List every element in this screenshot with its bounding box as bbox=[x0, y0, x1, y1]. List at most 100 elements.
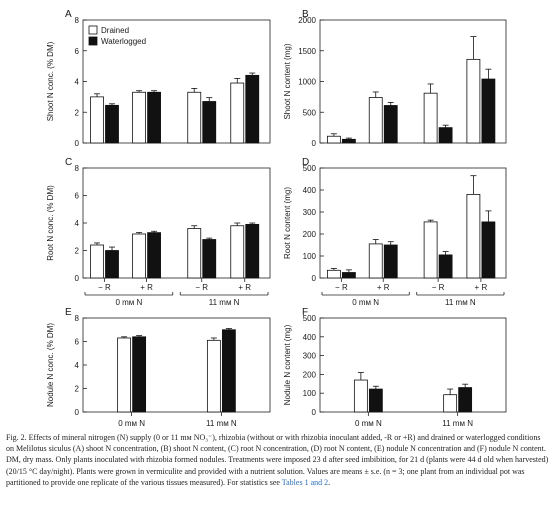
legend-swatch-drained bbox=[88, 25, 98, 35]
panel-f: 0 100 200 300 400 500 Nodule N content (mg) F bbox=[283, 307, 507, 417]
y-tick-label: 300 bbox=[303, 208, 317, 217]
n-supply-label: 0 mм N bbox=[352, 298, 379, 307]
bar-waterlogged bbox=[481, 221, 496, 279]
y-tick-label: 500 bbox=[303, 108, 317, 117]
y-tick-label: 100 bbox=[303, 389, 317, 398]
bar-drained bbox=[353, 379, 368, 413]
y-tick-label: 4 bbox=[75, 219, 80, 228]
y-tick-label: 8 bbox=[75, 314, 80, 323]
y-tick-label: 2 bbox=[75, 385, 80, 394]
y-tick-label: 2 bbox=[75, 247, 80, 256]
y-axis-label: Nodule N conc. (% DM) bbox=[46, 323, 55, 407]
bar-waterlogged bbox=[383, 244, 398, 279]
y-axis-label: Root N content (mg) bbox=[283, 187, 292, 259]
y-tick-label: 6 bbox=[75, 47, 80, 56]
y-tick-label: 0 bbox=[312, 274, 317, 283]
legend-swatch-waterlogged bbox=[88, 36, 98, 46]
treatment-label: + R bbox=[238, 283, 251, 292]
category-axis-f: 0 mм N 11 mм N bbox=[355, 412, 473, 428]
panel-letter: E bbox=[65, 307, 72, 318]
figure-caption: Fig. 2. Effects of mineral nitrogen (N) … bbox=[6, 432, 550, 488]
caption-tables-link[interactable]: Tables 1 and 2 bbox=[281, 477, 329, 487]
treatment-label: + R bbox=[377, 283, 390, 292]
n-supply-label: 11 mм N bbox=[206, 419, 237, 428]
bar-waterlogged bbox=[105, 104, 119, 144]
y-tick-label: 500 bbox=[303, 314, 317, 323]
y-tick-label: 8 bbox=[75, 164, 80, 173]
y-tick-label: 2 bbox=[75, 108, 80, 117]
y-tick-label: 8 bbox=[75, 16, 80, 25]
bar-drained bbox=[423, 92, 438, 144]
y-tick-label: 6 bbox=[75, 192, 80, 201]
bar-waterlogged bbox=[245, 223, 260, 279]
y-tick-label: 0 bbox=[312, 139, 317, 148]
bar-drained bbox=[423, 221, 438, 279]
n-supply-label: 0 mм N bbox=[115, 298, 142, 307]
y-tick-label: 300 bbox=[303, 352, 317, 361]
n-supply-label: 11 mм N bbox=[209, 298, 240, 307]
bar-waterlogged bbox=[202, 101, 217, 144]
y-tick-label: 200 bbox=[303, 370, 317, 379]
bar-drained bbox=[368, 97, 383, 144]
bar-waterlogged bbox=[368, 388, 383, 413]
y-tick-label: 100 bbox=[303, 252, 317, 261]
bar-drained bbox=[466, 58, 481, 144]
bar-drained bbox=[230, 225, 245, 279]
y-tick-label: 2000 bbox=[298, 16, 316, 25]
bar-waterlogged bbox=[147, 91, 161, 144]
y-tick-label: 1000 bbox=[298, 78, 316, 87]
bar-drained bbox=[117, 337, 132, 413]
bar-waterlogged bbox=[105, 250, 119, 279]
bar-waterlogged bbox=[383, 105, 398, 144]
treatment-label: − R bbox=[335, 283, 348, 292]
n-supply-label: 11 mм N bbox=[445, 298, 476, 307]
bar-drained bbox=[230, 82, 245, 144]
category-axis-e: 0 mм N 11 mм N bbox=[118, 412, 237, 428]
bar-waterlogged bbox=[481, 78, 496, 144]
y-axis-label: Shoot N content (mg) bbox=[283, 43, 292, 119]
y-tick-label: 500 bbox=[303, 164, 317, 173]
treatment-label: + R bbox=[140, 283, 153, 292]
bar-drained bbox=[132, 91, 146, 144]
panel-letter: D bbox=[302, 157, 309, 168]
bar-drained bbox=[326, 135, 341, 144]
n-supply-label: 11 mм N bbox=[442, 419, 473, 428]
bar-drained bbox=[187, 91, 202, 144]
y-tick-label: 200 bbox=[303, 230, 317, 239]
bar-drained bbox=[443, 394, 458, 413]
bar-waterlogged bbox=[202, 239, 217, 279]
caption-end: . bbox=[328, 477, 331, 487]
panel-letter: F bbox=[302, 307, 308, 318]
treatment-label: − R bbox=[98, 283, 111, 292]
panel-a: 0 2 4 6 8 Shoot N conc. (% DM) A Drained Waterlo… bbox=[46, 9, 271, 148]
panel-letter: A bbox=[65, 9, 72, 20]
caption-fig-label: Fig. 2. bbox=[6, 433, 27, 442]
n-supply-label: 0 mм N bbox=[118, 419, 145, 428]
category-axis-c: − R + R − R + R 0 mм N 11 mм N bbox=[84, 278, 269, 307]
panel-b: 0 500 1000 1500 2000 Shoot N content (mg) B bbox=[283, 9, 507, 148]
plot-frame bbox=[82, 317, 271, 413]
bar-drained bbox=[466, 193, 481, 279]
bar-waterlogged bbox=[341, 138, 356, 144]
y-tick-label: 0 bbox=[75, 408, 80, 417]
bar-waterlogged bbox=[147, 232, 161, 279]
y-tick-label: 0 bbox=[75, 274, 80, 283]
bar-waterlogged bbox=[438, 127, 453, 144]
treatment-label: − R bbox=[195, 283, 208, 292]
y-tick-label: 0 bbox=[75, 139, 80, 148]
bar-waterlogged bbox=[132, 336, 147, 413]
caption-text: Effects of mineral nitrogen (N) supply (… bbox=[6, 433, 549, 487]
y-tick-label: 6 bbox=[75, 338, 80, 347]
bar-waterlogged bbox=[221, 329, 236, 413]
y-tick-label: 400 bbox=[303, 186, 317, 195]
bar-waterlogged bbox=[341, 272, 356, 279]
treatment-label: − R bbox=[432, 283, 445, 292]
bar-drained bbox=[90, 96, 104, 144]
y-tick-label: 0 bbox=[312, 408, 317, 417]
bar-drained bbox=[368, 243, 383, 279]
bar-waterlogged bbox=[438, 254, 453, 279]
legend-label: Drained bbox=[101, 26, 129, 35]
bar-drained bbox=[206, 339, 221, 413]
figure: 0 2 4 6 8 Shoot N conc. (% DM) A Drained Waterlo… bbox=[46, 9, 507, 428]
n-supply-label: 0 mм N bbox=[355, 419, 382, 428]
